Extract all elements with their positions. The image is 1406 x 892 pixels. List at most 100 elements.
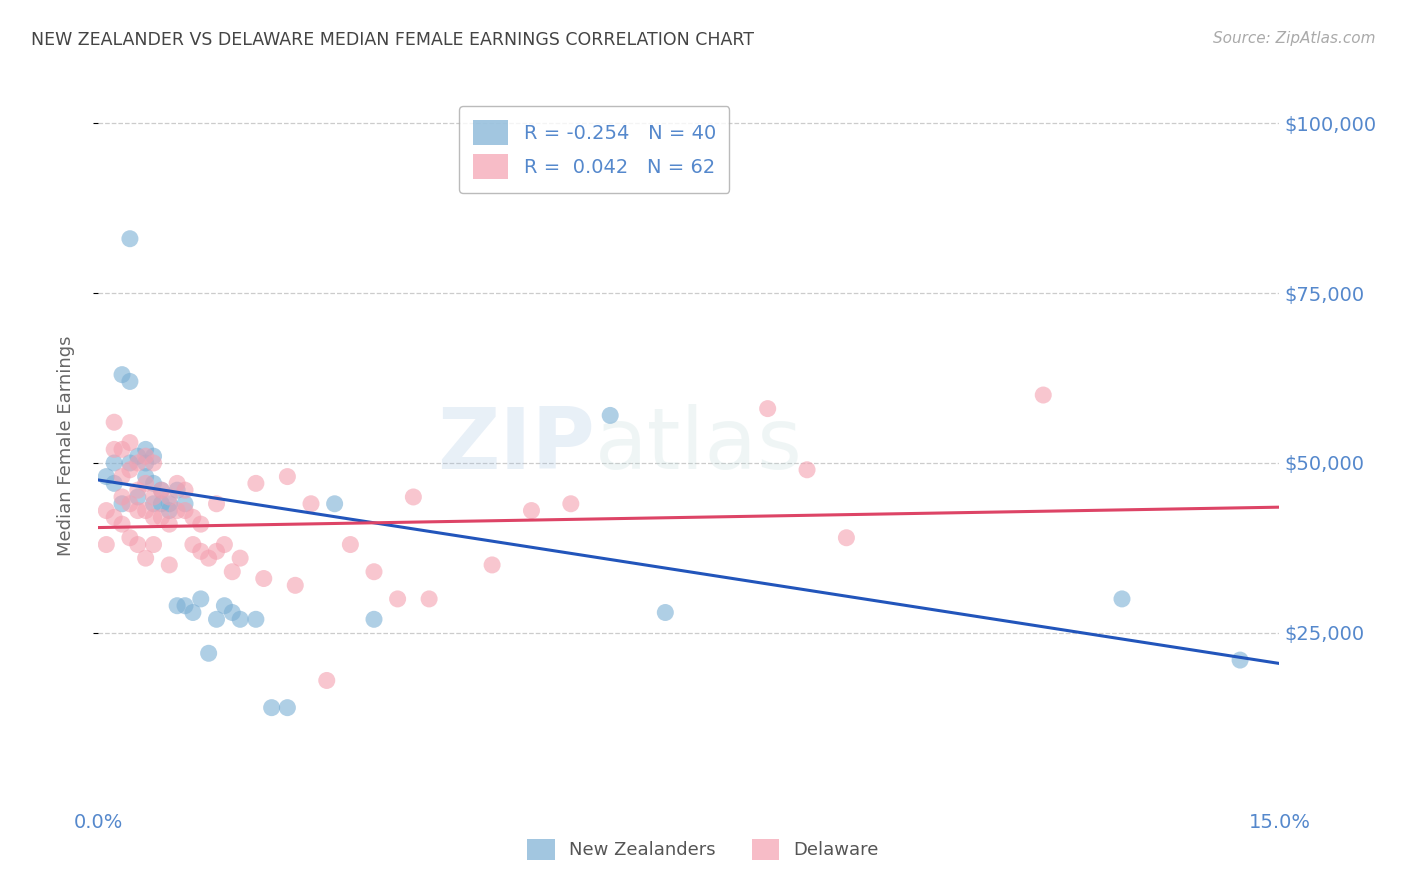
Point	[166, 503, 188, 517]
Point	[174, 599, 197, 613]
Point	[118, 435, 141, 450]
Point	[796, 463, 818, 477]
Point	[323, 497, 346, 511]
Point	[96, 503, 118, 517]
Point	[276, 469, 298, 483]
Point	[118, 497, 141, 511]
Point	[150, 483, 173, 498]
Point	[245, 476, 267, 491]
Point	[253, 572, 276, 586]
Point	[197, 646, 219, 660]
Point	[127, 456, 149, 470]
Point	[103, 476, 125, 491]
Point	[190, 544, 212, 558]
Point	[654, 606, 676, 620]
Point	[135, 456, 157, 470]
Point	[150, 497, 173, 511]
Point	[111, 490, 134, 504]
Point	[205, 612, 228, 626]
Point	[135, 449, 157, 463]
Point	[118, 375, 141, 389]
Point	[127, 503, 149, 517]
Point	[96, 469, 118, 483]
Text: ZIP: ZIP	[437, 404, 595, 488]
Point	[103, 510, 125, 524]
Point	[127, 490, 149, 504]
Text: NEW ZEALANDER VS DELAWARE MEDIAN FEMALE EARNINGS CORRELATION CHART: NEW ZEALANDER VS DELAWARE MEDIAN FEMALE …	[31, 31, 754, 49]
Point	[142, 537, 165, 551]
Point	[135, 469, 157, 483]
Point	[174, 497, 197, 511]
Point	[205, 497, 228, 511]
Point	[418, 591, 440, 606]
Point	[363, 565, 385, 579]
Point	[229, 551, 252, 566]
Point	[1229, 653, 1251, 667]
Point	[299, 497, 322, 511]
Point	[157, 497, 180, 511]
Legend: R = -0.254   N = 40, R =  0.042   N = 62: R = -0.254 N = 40, R = 0.042 N = 62	[460, 106, 730, 193]
Point	[118, 232, 141, 246]
Point	[111, 497, 134, 511]
Point	[111, 469, 134, 483]
Point	[142, 490, 165, 504]
Point	[118, 531, 141, 545]
Point	[835, 531, 858, 545]
Point	[142, 449, 165, 463]
Point	[284, 578, 307, 592]
Point	[96, 537, 118, 551]
Point	[181, 537, 204, 551]
Point	[190, 591, 212, 606]
Point	[135, 551, 157, 566]
Point	[111, 368, 134, 382]
Point	[103, 442, 125, 457]
Point	[166, 476, 188, 491]
Point	[221, 565, 243, 579]
Point	[214, 537, 236, 551]
Point	[205, 544, 228, 558]
Point	[157, 503, 180, 517]
Point	[142, 456, 165, 470]
Text: atlas: atlas	[595, 404, 803, 488]
Legend: New Zealanders, Delaware: New Zealanders, Delaware	[520, 831, 886, 867]
Point	[481, 558, 503, 572]
Point	[174, 483, 197, 498]
Point	[229, 612, 252, 626]
Point	[157, 490, 180, 504]
Point	[111, 517, 134, 532]
Point	[142, 510, 165, 524]
Point	[245, 612, 267, 626]
Point	[127, 449, 149, 463]
Point	[260, 700, 283, 714]
Point	[190, 517, 212, 532]
Point	[221, 606, 243, 620]
Point	[127, 483, 149, 498]
Point	[166, 483, 188, 498]
Point	[339, 537, 361, 551]
Point	[387, 591, 409, 606]
Point	[135, 476, 157, 491]
Point	[135, 503, 157, 517]
Point	[276, 700, 298, 714]
Point	[135, 442, 157, 457]
Point	[150, 510, 173, 524]
Point	[111, 442, 134, 457]
Point	[1111, 591, 1133, 606]
Point	[157, 558, 180, 572]
Point	[142, 497, 165, 511]
Point	[520, 503, 543, 517]
Point	[197, 551, 219, 566]
Point	[127, 537, 149, 551]
Point	[181, 510, 204, 524]
Point	[118, 463, 141, 477]
Point	[174, 503, 197, 517]
Point	[1032, 388, 1054, 402]
Point	[363, 612, 385, 626]
Point	[150, 483, 173, 498]
Point	[166, 599, 188, 613]
Point	[599, 409, 621, 423]
Point	[142, 476, 165, 491]
Y-axis label: Median Female Earnings: Median Female Earnings	[56, 335, 75, 557]
Point	[157, 517, 180, 532]
Point	[118, 456, 141, 470]
